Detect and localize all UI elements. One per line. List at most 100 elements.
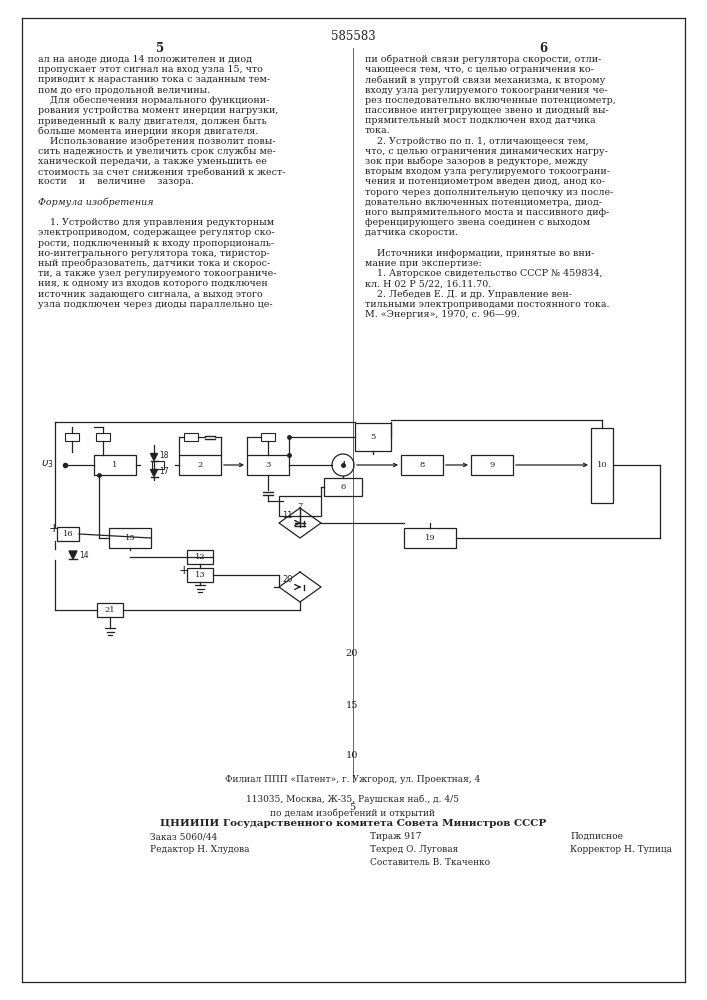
- Text: 12: 12: [194, 553, 205, 561]
- Text: 3: 3: [265, 461, 271, 469]
- Text: кл. H 02 P 5/22, 16.11.70.: кл. H 02 P 5/22, 16.11.70.: [365, 279, 491, 288]
- Text: 15: 15: [346, 700, 358, 710]
- Text: чения и потенциометром введен диод, анод ко-: чения и потенциометром введен диод, анод…: [365, 177, 605, 186]
- Text: что, с целью ограничения динамических нагру-: что, с целью ограничения динамических на…: [365, 147, 608, 156]
- Text: $\upsilon_3$: $\upsilon_3$: [41, 458, 54, 470]
- Polygon shape: [151, 470, 158, 477]
- Text: ал на аноде диода 14 положителен и диод: ал на аноде диода 14 положителен и диод: [38, 55, 252, 64]
- Text: торого через дополнительную цепочку из после-: торого через дополнительную цепочку из п…: [365, 188, 614, 197]
- Text: 18: 18: [159, 450, 168, 460]
- Bar: [96, 433, 110, 441]
- Text: мание при экспертизе:: мание при экспертизе:: [365, 259, 481, 268]
- Text: 9: 9: [489, 461, 495, 469]
- Bar: [247, 455, 289, 475]
- Text: рости, подключенный к входу пропорциональ-: рости, подключенный к входу пропорционал…: [38, 239, 274, 248]
- Text: 2. Устройство по п. 1, отличающееся тем,: 2. Устройство по п. 1, отличающееся тем,: [365, 137, 588, 146]
- Text: 7: 7: [298, 502, 303, 510]
- Text: 5: 5: [156, 42, 164, 55]
- Text: 10: 10: [597, 461, 607, 469]
- Polygon shape: [151, 454, 158, 460]
- Text: лебаний в упругой связи механизма, к второму: лебаний в упругой связи механизма, к вто…: [365, 75, 605, 85]
- Bar: [57, 527, 79, 541]
- Bar: [404, 528, 456, 548]
- Text: датчика скорости.: датчика скорости.: [365, 228, 458, 237]
- Text: 13: 13: [194, 571, 205, 579]
- Bar: [471, 455, 513, 475]
- Text: довательно включенных потенциометра, диод-: довательно включенных потенциометра, дио…: [365, 198, 602, 207]
- Text: 4: 4: [340, 461, 346, 469]
- Text: 21: 21: [105, 606, 115, 614]
- Text: Тираж 917: Тираж 917: [370, 832, 421, 841]
- Text: Составитель В. Ткаченко: Составитель В. Ткаченко: [370, 858, 490, 867]
- Text: тока.: тока.: [365, 126, 391, 135]
- Text: Редактор Н. Хлудова: Редактор Н. Хлудова: [150, 845, 250, 854]
- Text: приводит к нарастанию тока с заданным тем-: приводит к нарастанию тока с заданным те…: [38, 75, 270, 84]
- Text: пом до его продольной величины.: пом до его продольной величины.: [38, 86, 210, 95]
- Text: 19: 19: [425, 534, 436, 542]
- Text: 11: 11: [282, 511, 293, 520]
- Bar: [97, 603, 123, 617]
- Text: сить надежность и увеличить срок службы ме-: сить надежность и увеличить срок службы …: [38, 147, 276, 156]
- Text: 20: 20: [282, 575, 293, 584]
- Text: чающееся тем, что, с целью ограничения ко-: чающееся тем, что, с целью ограничения к…: [365, 65, 594, 74]
- Text: 16: 16: [63, 530, 74, 538]
- Bar: [261, 433, 275, 441]
- Bar: [109, 528, 151, 548]
- Text: 1. Устройство для управления редукторным: 1. Устройство для управления редукторным: [38, 218, 274, 227]
- Bar: [401, 455, 443, 475]
- Text: пассивное интегрирующее звено и диодный вы-: пассивное интегрирующее звено и диодный …: [365, 106, 609, 115]
- Bar: [187, 568, 213, 582]
- Text: Подписное: Подписное: [570, 832, 623, 841]
- Text: стоимость за счет снижения требований к жест-: стоимость за счет снижения требований к …: [38, 167, 286, 177]
- Text: 6: 6: [539, 42, 547, 55]
- Text: 14: 14: [79, 550, 88, 560]
- Text: Для обеспечения нормального функциони-: Для обеспечения нормального функциони-: [38, 96, 269, 105]
- Text: ния, к одному из входов которого подключен: ния, к одному из входов которого подключ…: [38, 279, 268, 288]
- Text: Заказ 5060/44: Заказ 5060/44: [150, 832, 217, 841]
- Text: 17: 17: [159, 466, 169, 476]
- Bar: [151, 461, 163, 469]
- Text: зок при выборе зазоров в редукторе, между: зок при выборе зазоров в редукторе, межд…: [365, 157, 588, 166]
- Text: 585583: 585583: [331, 30, 375, 43]
- Text: ти, а также узел регулируемого токоограниче-: ти, а также узел регулируемого токоогран…: [38, 269, 276, 278]
- Text: Корректор Н. Тупица: Корректор Н. Тупица: [570, 845, 672, 854]
- Circle shape: [332, 454, 354, 476]
- Polygon shape: [69, 551, 77, 559]
- Text: узла подключен через диоды параллельно це-: узла подключен через диоды параллельно ц…: [38, 300, 273, 309]
- Text: ханической передачи, а также уменьшить ее: ханической передачи, а также уменьшить е…: [38, 157, 267, 166]
- Text: рования устройства момент инерции нагрузки,: рования устройства момент инерции нагруз…: [38, 106, 279, 115]
- Text: Использование изобретения позволит повы-: Использование изобретения позволит повы-: [38, 137, 276, 146]
- Bar: [591, 428, 613, 502]
- Text: +: +: [49, 522, 59, 534]
- Text: 2: 2: [197, 461, 203, 469]
- Text: источник задающего сигнала, а выход этого: источник задающего сигнала, а выход этог…: [38, 290, 263, 299]
- Text: 2. Лебедев Е. Д. и др. Управление вен-: 2. Лебедев Е. Д. и др. Управление вен-: [365, 290, 572, 299]
- Bar: [65, 433, 79, 441]
- Text: 5: 5: [349, 802, 355, 812]
- Text: +: +: [179, 564, 189, 576]
- Text: пи обратной связи регулятора скорости, отли-: пи обратной связи регулятора скорости, о…: [365, 55, 602, 64]
- Bar: [187, 550, 213, 564]
- Text: рез последовательно включенные потенциометр,: рез последовательно включенные потенциом…: [365, 96, 616, 105]
- Text: по делам изобретений и открытий: по делам изобретений и открытий: [271, 808, 436, 818]
- Text: 5: 5: [370, 433, 375, 441]
- Text: приведенный к валу двигателя, должен быть: приведенный к валу двигателя, должен быт…: [38, 116, 267, 126]
- Text: 1: 1: [112, 461, 117, 469]
- Text: электроприводом, содержащее регулятор ско-: электроприводом, содержащее регулятор ск…: [38, 228, 274, 237]
- Text: 15: 15: [124, 534, 135, 542]
- Text: 6: 6: [340, 483, 346, 491]
- Text: больше момента инерции якоря двигателя.: больше момента инерции якоря двигателя.: [38, 126, 258, 136]
- Text: входу узла регулируемого токоограничения че-: входу узла регулируемого токоограничения…: [365, 86, 607, 95]
- Text: М. «Энергия», 1970, с. 96—99.: М. «Энергия», 1970, с. 96—99.: [365, 310, 520, 319]
- Text: Источники информации, принятые во вни-: Источники информации, принятые во вни-: [365, 249, 595, 258]
- Text: ный преобразователь, датчики тока и скорос-: ный преобразователь, датчики тока и скор…: [38, 259, 270, 268]
- Bar: [324, 478, 362, 496]
- Text: 8: 8: [419, 461, 425, 469]
- Text: пропускает этот сигнал на вход узла 15, что: пропускает этот сигнал на вход узла 15, …: [38, 65, 263, 74]
- Text: вторым входом узла регулируемого токоограни-: вторым входом узла регулируемого токоогр…: [365, 167, 610, 176]
- Text: ного выпрямительного моста и пассивного диф-: ного выпрямительного моста и пассивного …: [365, 208, 609, 217]
- Bar: [279, 496, 321, 516]
- Text: кости    и    величине    зазора.: кости и величине зазора.: [38, 177, 194, 186]
- Text: 10: 10: [346, 752, 358, 760]
- Text: ЦНИИПИ Государственного комитета Совета Министров СССР: ЦНИИПИ Государственного комитета Совета …: [160, 819, 546, 828]
